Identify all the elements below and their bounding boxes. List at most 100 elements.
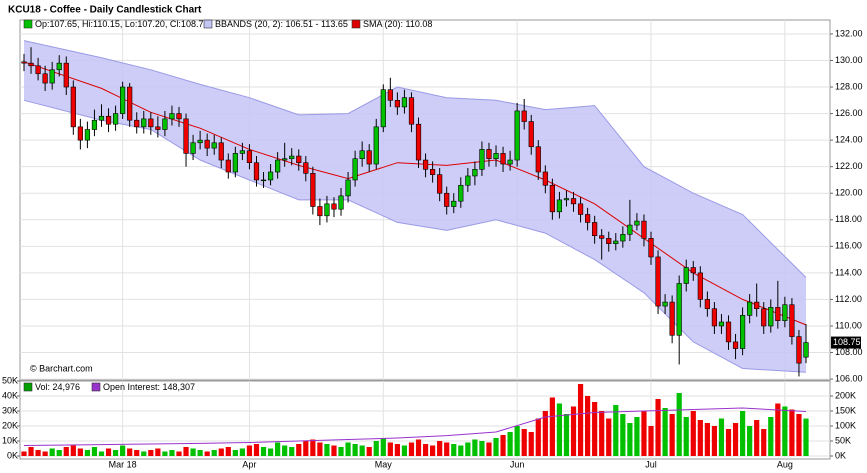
candle-body — [70, 86, 76, 128]
candle-body — [162, 118, 168, 130]
y-tick-label: 128.00 — [835, 81, 863, 91]
candle-body — [211, 142, 217, 149]
last-price-box — [831, 336, 861, 349]
volume-bar — [585, 396, 591, 456]
candle-body — [282, 158, 288, 161]
volume-bar — [747, 426, 753, 456]
candle-body — [465, 175, 471, 186]
volume-bar — [148, 450, 154, 456]
volume-bar — [599, 411, 605, 456]
volume-bar — [782, 406, 788, 456]
volume-bar — [155, 448, 161, 456]
volume-bar — [704, 423, 710, 456]
volume-bar — [289, 447, 295, 456]
y2-tick-label: 50K — [835, 435, 851, 445]
candle-body — [141, 118, 147, 128]
candle-body — [197, 139, 203, 144]
candle-body — [169, 113, 175, 120]
volume-bar — [105, 448, 112, 456]
volume-bar — [768, 417, 774, 456]
candle-body — [260, 179, 267, 182]
volume-bar — [176, 451, 182, 456]
candle-body — [373, 126, 379, 165]
volume-bar — [430, 445, 436, 456]
volume-bar — [458, 445, 464, 456]
volume-bar — [366, 447, 372, 456]
candle-body — [570, 198, 577, 205]
volume-bar — [35, 450, 41, 456]
candle-body — [479, 149, 485, 170]
volume-bar — [521, 429, 527, 456]
volume-bar — [465, 442, 471, 456]
candle-body — [289, 155, 295, 160]
legend-swatch — [91, 382, 101, 392]
volume-bar — [225, 447, 231, 456]
volume-bar — [556, 403, 563, 456]
candle-body — [577, 203, 584, 215]
candle-body — [225, 159, 231, 173]
candle-body — [451, 200, 457, 207]
candle-body — [127, 86, 133, 121]
y-tick-label: 106.00 — [835, 373, 863, 383]
candle-body — [789, 304, 795, 337]
candle-body — [775, 307, 781, 321]
candle-body — [683, 267, 689, 284]
x-tick-label: Apr — [242, 459, 256, 469]
y-tick-label: 0K — [7, 450, 18, 460]
volume-bar — [387, 442, 393, 456]
candle-body — [641, 220, 647, 239]
credit: © Barchart.com — [30, 363, 93, 373]
volume-bar — [648, 426, 654, 456]
candle-body — [599, 235, 605, 239]
candle-body — [732, 341, 739, 349]
candle-body — [415, 123, 422, 161]
candle-body — [183, 118, 189, 154]
y-tick-label: 112.00 — [835, 294, 862, 304]
candle-body — [267, 171, 274, 181]
candle-body — [246, 150, 253, 163]
y-tick-label: 10K — [2, 435, 18, 445]
volume-bar — [606, 418, 612, 456]
volume-bar — [507, 432, 513, 456]
volume-bar — [754, 420, 760, 456]
volume-bar — [789, 409, 795, 456]
volume-bar — [408, 442, 415, 456]
y2-tick-label: 0K — [835, 450, 846, 460]
legend-label: BBANDS (20, 2): 106.51 - 113.65 — [215, 19, 348, 29]
y-tick-label: 122.00 — [835, 161, 863, 171]
volume-bar — [422, 444, 429, 456]
x-tick-label: May — [375, 459, 393, 469]
legend-swatch — [23, 19, 33, 29]
volume-bar — [415, 439, 422, 456]
candle-body — [711, 308, 718, 327]
candle-body — [176, 113, 182, 120]
candle-body — [761, 308, 767, 327]
volume-bar — [49, 448, 55, 456]
candle-body — [754, 301, 760, 310]
candle-body — [563, 198, 570, 201]
candle-body — [190, 142, 196, 154]
volume-bar — [324, 444, 330, 456]
candle-body — [690, 267, 696, 274]
volume-bar — [359, 445, 365, 456]
volume-bar — [211, 450, 217, 456]
y-tick-label: 114.00 — [835, 267, 862, 277]
candle-body — [218, 142, 224, 161]
volume-bar — [472, 439, 478, 456]
candle-body — [528, 121, 534, 148]
candle-body — [458, 184, 464, 202]
candle-body — [472, 169, 478, 177]
volume-bar — [232, 450, 238, 456]
y-tick-label: 50K — [2, 375, 18, 385]
candle-body — [98, 115, 105, 121]
volume-bar — [592, 402, 598, 456]
volume-bar — [535, 418, 541, 456]
volume-bar — [500, 435, 506, 456]
x-tick-label: Mar 18 — [109, 459, 137, 469]
legend-label: Op:107.65, Hi:110.15, Lo:107.20, Cl:108.… — [35, 19, 208, 29]
volume-bar — [246, 445, 253, 456]
volume-bar — [303, 441, 309, 456]
candle-body — [120, 86, 126, 114]
candle-body — [444, 192, 450, 207]
y-tick-label: 110.00 — [835, 320, 862, 330]
